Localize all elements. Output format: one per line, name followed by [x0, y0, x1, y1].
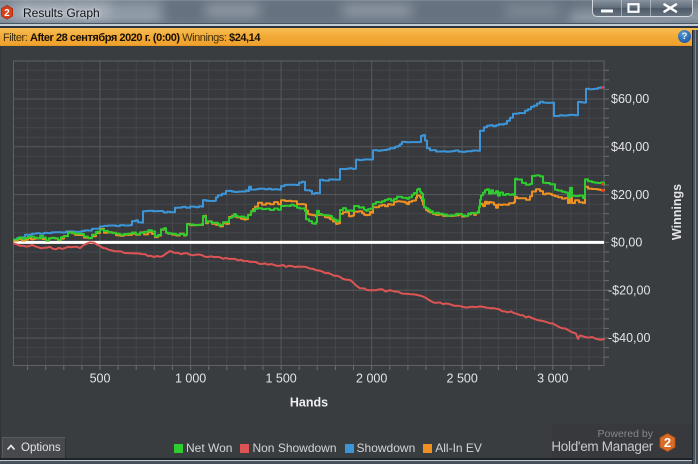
svg-text:$0,00: $0,00 — [611, 236, 642, 250]
svg-text:3 000: 3 000 — [537, 372, 568, 386]
svg-text:2 000: 2 000 — [356, 372, 387, 386]
svg-text:Hands: Hands — [290, 396, 328, 410]
svg-text:2: 2 — [664, 435, 671, 450]
svg-text:2 500: 2 500 — [447, 372, 478, 386]
svg-text:2: 2 — [4, 8, 10, 19]
svg-text:$60,00: $60,00 — [611, 92, 649, 106]
svg-text:Winnings: Winnings — [670, 184, 684, 240]
svg-text:1 500: 1 500 — [265, 372, 296, 386]
svg-text:1 000: 1 000 — [175, 372, 206, 386]
svg-text:-$40,00: -$40,00 — [608, 331, 650, 345]
svg-text:-$20,00: -$20,00 — [608, 283, 650, 297]
svg-text:$40,00: $40,00 — [611, 140, 649, 154]
svg-text:$20,00: $20,00 — [611, 188, 649, 202]
svg-text:500: 500 — [90, 372, 111, 386]
